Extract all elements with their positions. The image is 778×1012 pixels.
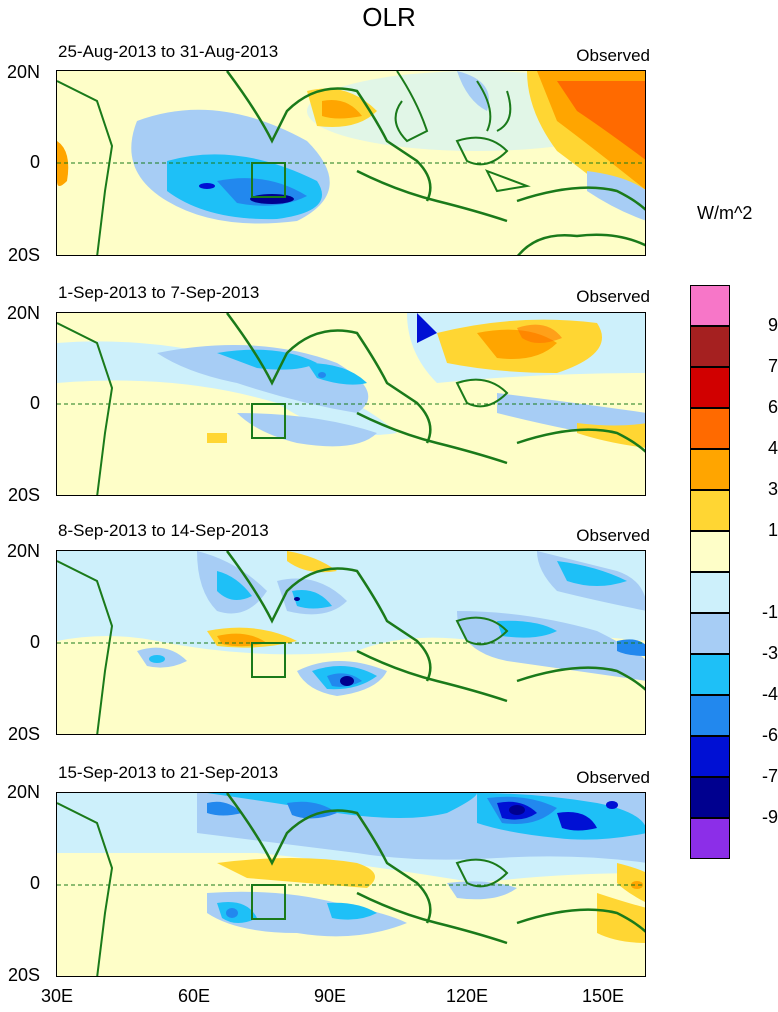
panel-3-period: 8-Sep-2013 to 14-Sep-2013 <box>58 521 269 540</box>
lon-label-90e: 90E <box>313 986 347 1006</box>
colorbar-level-label: -90 <box>761 807 778 827</box>
colorbar-level-label: -15 <box>761 602 778 622</box>
lon-label-30e: 30E <box>40 986 74 1006</box>
colorbar-level-label: -30 <box>761 643 778 663</box>
panel-2-lat-20n: 20N <box>6 303 40 323</box>
colorbar-swatch <box>690 777 730 818</box>
colorbar-level-label: 45 <box>767 438 778 458</box>
colorbar-swatch <box>690 490 730 531</box>
panel-2-lat-0: 0 <box>29 393 40 413</box>
panel-2-tag: Observed <box>576 287 650 306</box>
panel-4-lat-20n: 20N <box>6 782 40 802</box>
colorbar-level-label: -75 <box>761 766 778 786</box>
map-panel-3-field <box>57 551 645 734</box>
colorbar-level-label: -45 <box>761 684 778 704</box>
panel-1-lat-0: 0 <box>29 152 40 172</box>
colorbar-level-label: 15 <box>767 520 778 540</box>
lon-label-150e: 150E <box>581 986 625 1006</box>
panel-4-lat-20s: 20S <box>7 965 40 985</box>
units-label: W/m^2 <box>697 203 753 223</box>
panel-1-period: 25-Aug-2013 to 31-Aug-2013 <box>58 42 279 61</box>
panel-1-lat-20s: 20S <box>7 245 40 265</box>
panel-4-period: 15-Sep-2013 to 21-Sep-2013 <box>58 763 279 782</box>
map-panel-1-field <box>57 71 645 255</box>
colorbar-swatch <box>690 736 730 777</box>
panel-3-lat-20n: 20N <box>6 541 40 561</box>
panel-1-tag: Observed <box>576 46 650 65</box>
lon-label-120e: 120E <box>445 986 489 1006</box>
colorbar-swatch <box>690 695 730 736</box>
map-panel-1 <box>56 70 646 256</box>
colorbar-swatch <box>690 449 730 490</box>
colorbar-swatch <box>690 531 730 572</box>
map-panel-4 <box>56 792 646 977</box>
map-panel-4-field <box>57 793 645 976</box>
lon-label-60e: 60E <box>177 986 211 1006</box>
colorbar-level-label: 0 <box>748 561 778 582</box>
colorbar-level-label: 60 <box>767 397 778 417</box>
colorbar-swatch <box>690 613 730 654</box>
colorbar-swatch <box>690 408 730 449</box>
panel-2-lat-20s: 20S <box>7 485 40 505</box>
panel-4-lat-0: 0 <box>29 873 40 893</box>
map-panel-2-field <box>57 313 645 495</box>
panel-3-tag: Observed <box>576 526 650 545</box>
colorbar-level-label: 30 <box>767 479 778 499</box>
colorbar-swatch <box>690 654 730 695</box>
colorbar-swatch <box>690 285 730 326</box>
colorbar-swatch <box>690 818 730 859</box>
panel-4-tag: Observed <box>576 768 650 787</box>
panel-3-lat-0: 0 <box>29 632 40 652</box>
colorbar-level-label: 90 <box>767 315 778 335</box>
figure-title: OLR <box>362 2 416 32</box>
panel-2-period: 1-Sep-2013 to 7-Sep-2013 <box>58 283 260 302</box>
map-panel-2 <box>56 312 646 496</box>
colorbar-level-label: 75 <box>767 356 778 376</box>
colorbar-swatch <box>690 326 730 367</box>
panel-1-lat-20n: 20N <box>6 62 40 82</box>
panel-3-lat-20s: 20S <box>7 724 40 744</box>
colorbar-swatch <box>690 367 730 408</box>
colorbar-level-label: -60 <box>761 725 778 745</box>
colorbar-swatch <box>690 572 730 613</box>
map-panel-3 <box>56 550 646 735</box>
